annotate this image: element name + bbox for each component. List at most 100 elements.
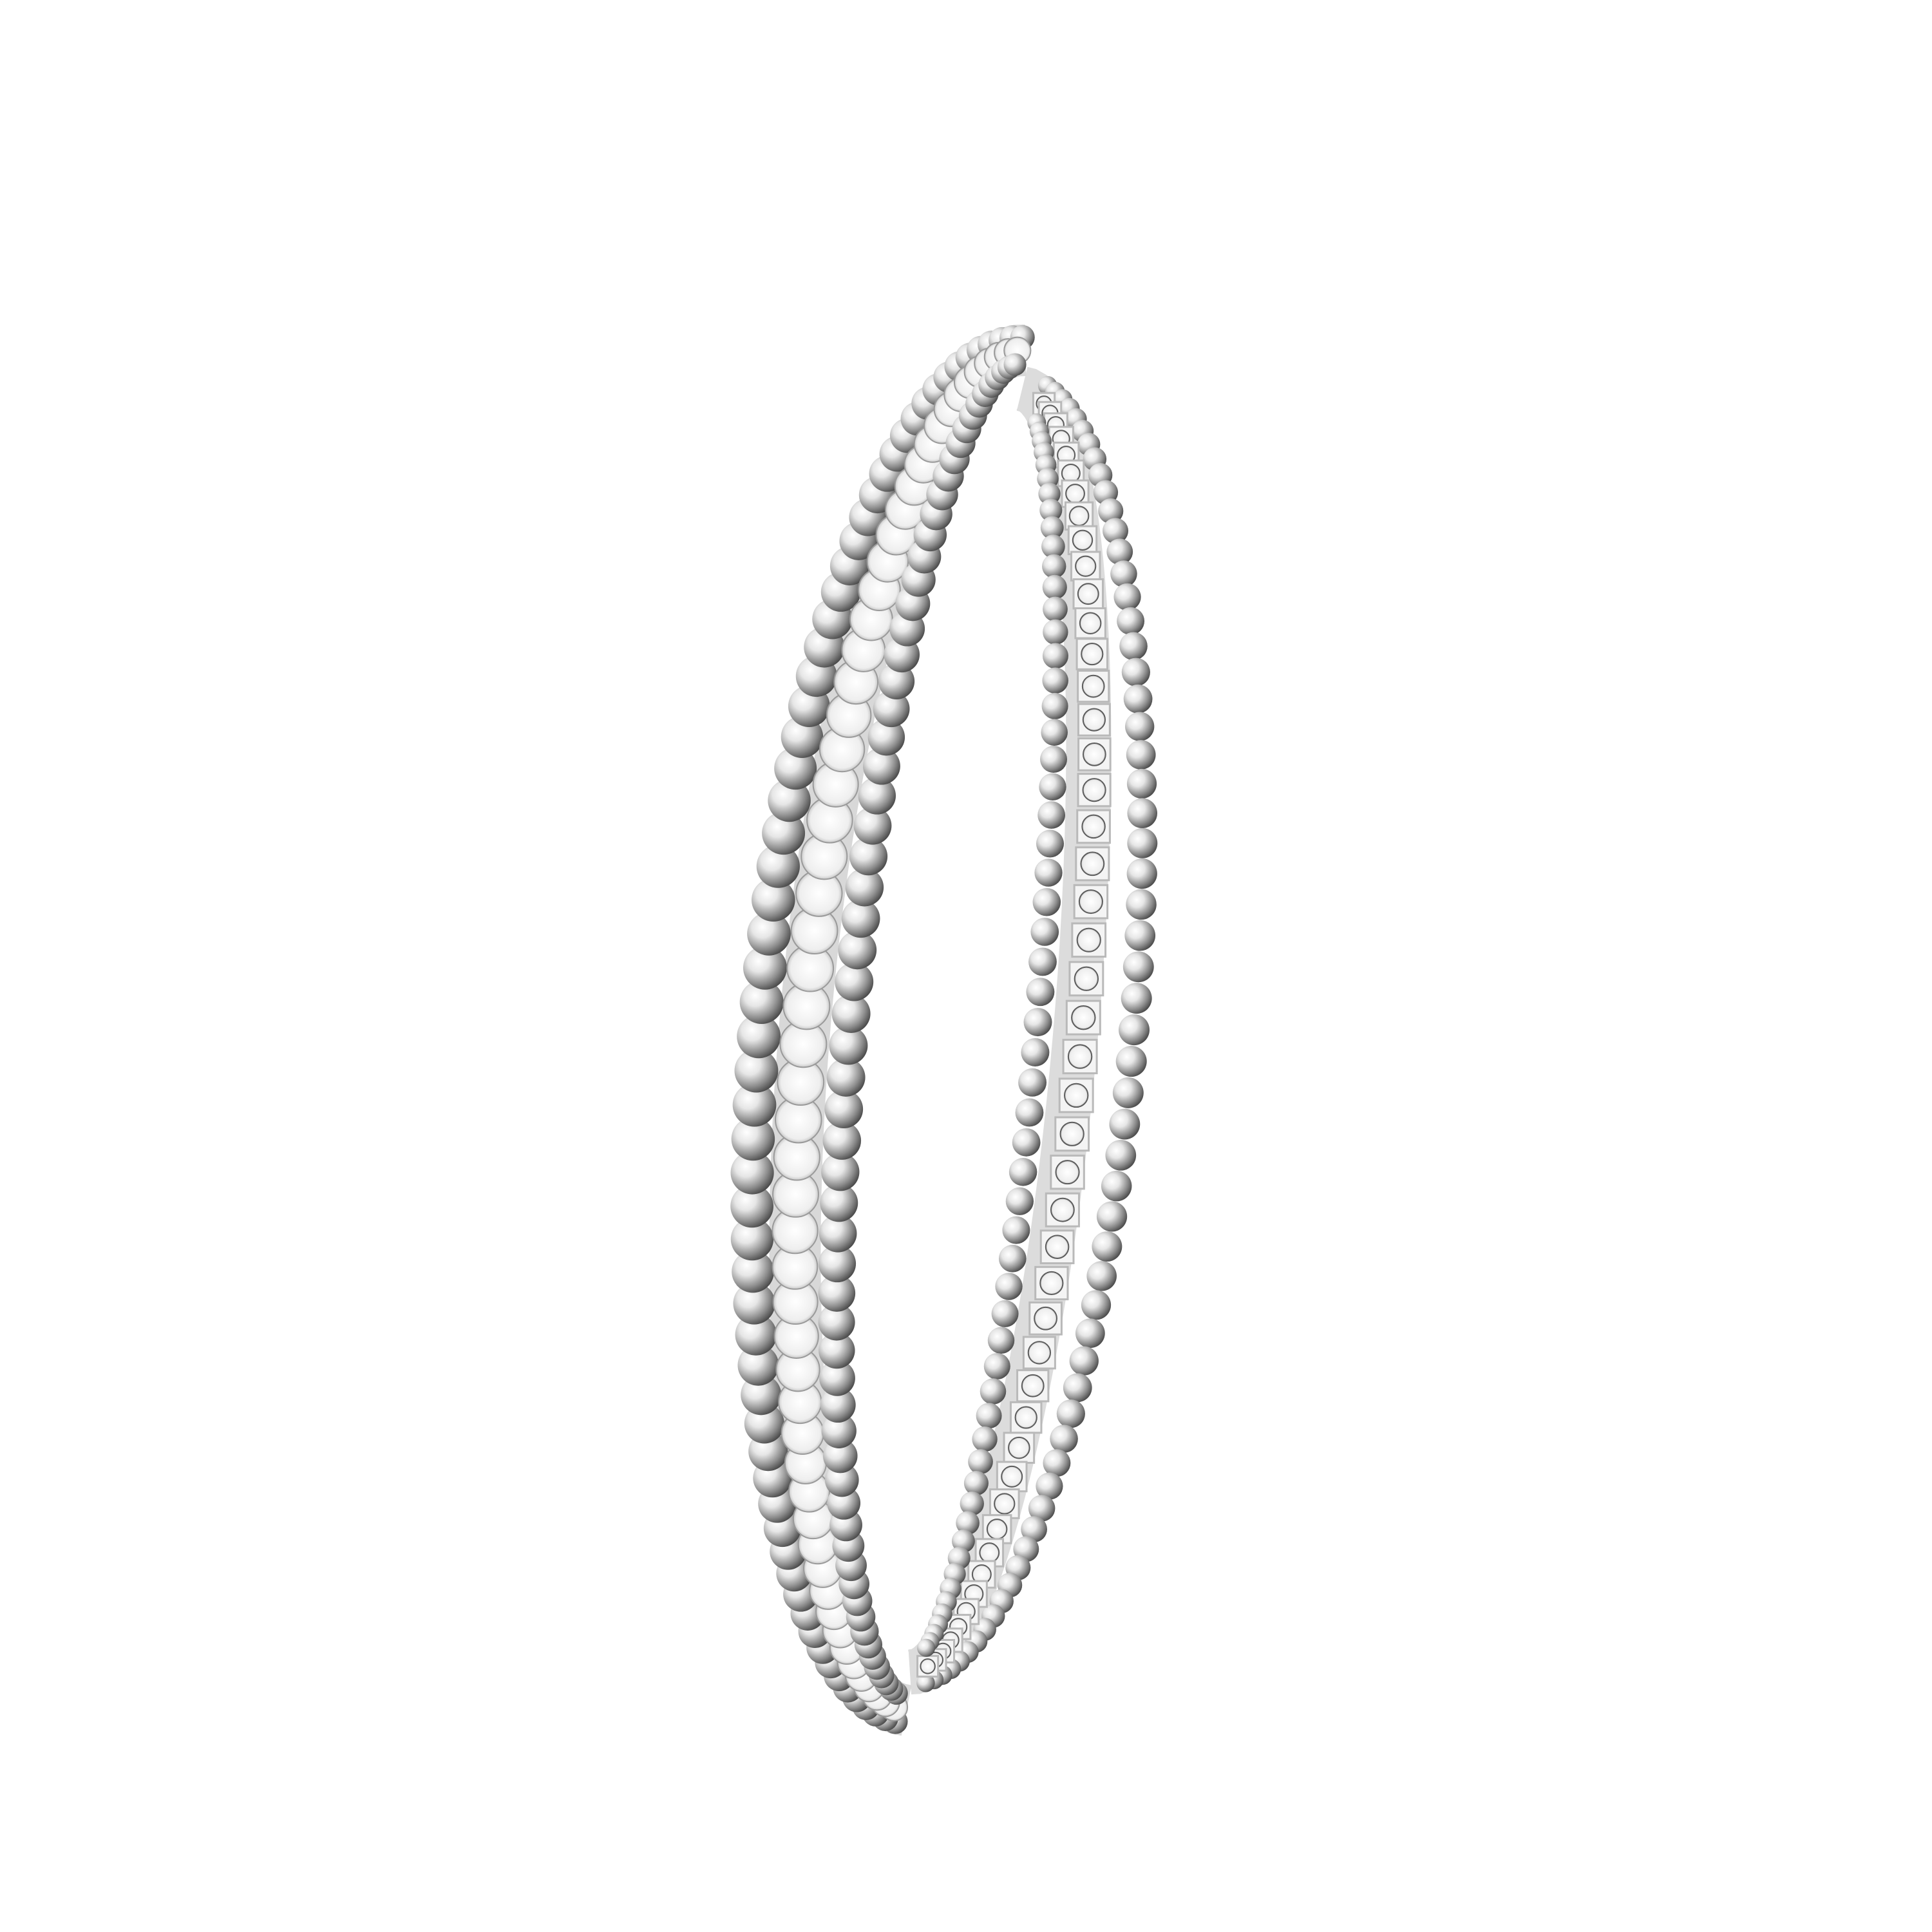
bead: [987, 1327, 1015, 1354]
diamond: [1045, 1235, 1070, 1259]
bead: [1018, 1068, 1047, 1097]
bead: [822, 1121, 862, 1160]
diamond: [1071, 1005, 1096, 1030]
bead: [1106, 538, 1133, 565]
bead: [1042, 643, 1068, 669]
bead: [995, 1273, 1023, 1300]
bead: [829, 1026, 868, 1065]
bead: [820, 1387, 856, 1423]
bead: [819, 1332, 855, 1369]
bead: [1043, 1449, 1071, 1477]
bead: [1041, 535, 1065, 558]
diamond: [1081, 814, 1106, 839]
bead: [743, 945, 787, 990]
diamond: [1083, 743, 1106, 766]
bead: [1038, 482, 1061, 505]
bead: [1081, 1290, 1112, 1320]
bead: [841, 899, 880, 938]
bead: [1113, 583, 1141, 611]
bead: [878, 663, 915, 700]
bead: [1119, 632, 1148, 661]
bead: [1127, 798, 1158, 829]
bead: [1056, 1399, 1085, 1428]
bead: [951, 1530, 975, 1553]
bead: [1026, 978, 1055, 1007]
diamond: [1082, 778, 1106, 802]
diamond: [1065, 484, 1085, 504]
bead: [1103, 518, 1128, 544]
bead: [774, 747, 817, 790]
diamond: [1082, 708, 1106, 732]
bead: [1075, 1318, 1105, 1349]
bead: [1041, 719, 1068, 746]
diamond: [1076, 927, 1101, 952]
bead: [916, 1638, 936, 1657]
diamond: [1080, 851, 1105, 876]
bead: [1127, 828, 1158, 858]
bead: [972, 1426, 998, 1452]
diamond: [986, 1519, 1008, 1540]
bead: [853, 806, 892, 845]
bead: [1036, 1472, 1063, 1500]
bead: [752, 878, 795, 922]
bead: [980, 1378, 1007, 1405]
bead: [845, 867, 884, 907]
bead: [1030, 918, 1059, 946]
bead: [1021, 1037, 1050, 1066]
bead: [730, 1151, 774, 1195]
bead: [1115, 1046, 1147, 1077]
bead: [733, 1282, 775, 1325]
bead: [1002, 1216, 1030, 1244]
bead: [1063, 1373, 1092, 1403]
diamond: [1001, 1465, 1023, 1488]
bead: [1039, 746, 1067, 773]
bead: [819, 1359, 855, 1396]
bead: [1034, 858, 1063, 887]
bead: [819, 1215, 857, 1253]
diamond: [1068, 506, 1090, 526]
diamond: [1008, 1436, 1030, 1459]
diamond: [1064, 1083, 1089, 1108]
bead: [762, 811, 806, 855]
bead: [1015, 1098, 1044, 1127]
bead: [818, 1303, 855, 1341]
bead: [820, 1184, 858, 1222]
bead: [1125, 712, 1155, 741]
bead: [1050, 1425, 1078, 1453]
bead: [730, 1217, 774, 1261]
bead: [732, 1083, 777, 1127]
bead: [1039, 498, 1063, 522]
bead: [1121, 983, 1152, 1014]
bead: [1109, 1108, 1141, 1140]
bead: [858, 777, 896, 815]
bead: [1098, 498, 1124, 524]
bead: [1069, 1346, 1099, 1376]
bead: [737, 1014, 781, 1059]
bead: [998, 1244, 1027, 1273]
bead: [1036, 829, 1065, 858]
bead: [1092, 1231, 1122, 1262]
bead: [983, 1352, 1010, 1380]
bead: [1121, 658, 1150, 687]
diamond: [979, 1542, 1000, 1563]
bead: [1119, 1014, 1150, 1046]
bead: [1023, 1008, 1052, 1037]
bead: [916, 1674, 935, 1692]
bead: [1042, 574, 1067, 600]
bead: [1105, 1139, 1137, 1171]
bead: [1039, 773, 1066, 801]
bead: [1043, 619, 1068, 645]
bead: [838, 931, 877, 970]
bead: [991, 1300, 1019, 1327]
bead: [1126, 768, 1157, 799]
diamond: [1021, 1374, 1045, 1397]
bead: [1086, 1261, 1117, 1291]
bead: [1110, 560, 1137, 587]
diamond: [1014, 1406, 1037, 1429]
diamond: [1078, 889, 1103, 914]
bead: [735, 1314, 777, 1356]
bead: [1012, 1128, 1041, 1157]
bead: [826, 1057, 866, 1097]
diamond: [1079, 612, 1102, 634]
